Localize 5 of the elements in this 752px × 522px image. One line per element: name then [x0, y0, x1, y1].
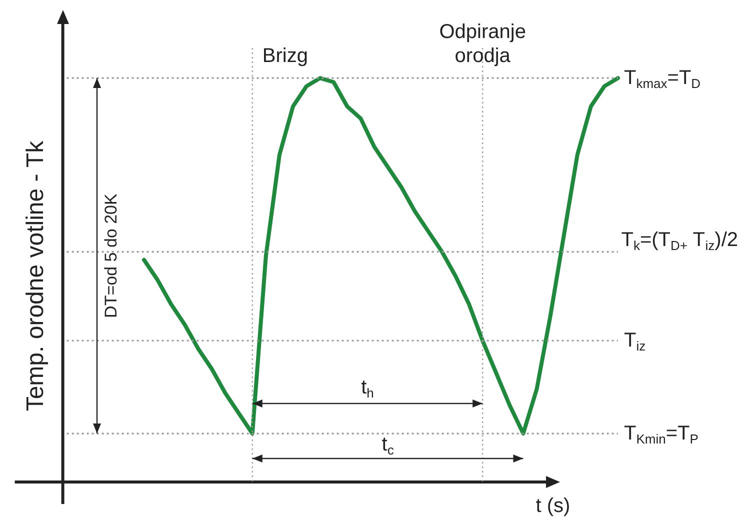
text: Odpiranje orodja: [439, 21, 526, 67]
x-axis-title: t (s): [536, 495, 570, 517]
annotation: DT=od 5 do 20K: [102, 193, 121, 318]
text: Brizg: [262, 45, 308, 67]
y-axis-title: Temp. orodne votline - Tk: [22, 140, 50, 412]
